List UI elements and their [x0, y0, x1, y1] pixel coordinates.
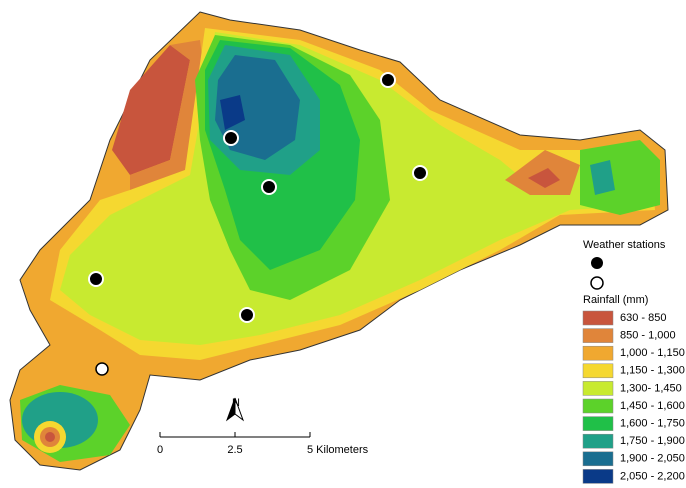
- legend-label: 1,300- 1,450: [620, 382, 682, 394]
- legend-swatch: [582, 469, 614, 484]
- legend-label: 1,000 - 1,150: [620, 347, 685, 359]
- legend-swatch: [582, 381, 614, 396]
- zone-630: [112, 45, 190, 175]
- station-open: [95, 362, 109, 376]
- legend-label: 1,600 - 1,750: [620, 418, 685, 430]
- scale-label: 2.5: [227, 444, 242, 456]
- legend-label: 1,450 - 1,600: [620, 400, 685, 412]
- zone-630-east: [528, 168, 560, 188]
- station: [223, 130, 239, 146]
- legend-swatch: [582, 451, 614, 467]
- stations: [88, 72, 428, 376]
- zone-850: [130, 40, 205, 190]
- stations-title: Weather stations: [583, 239, 666, 251]
- legend-swatch: [582, 433, 614, 449]
- scale-bar: [159, 432, 311, 438]
- zone-2050: [220, 95, 245, 130]
- legend-label: 1,900 - 2,050: [620, 453, 685, 465]
- legend-swatch: [582, 328, 614, 343]
- legend-label: 2,050 - 2,200: [620, 470, 685, 482]
- legend-label: 850 - 1,000: [620, 330, 676, 342]
- legend-station-open: [590, 276, 604, 290]
- legend-label: 630 - 850: [620, 312, 666, 324]
- north-label: N: [232, 397, 240, 409]
- legend-swatch: [582, 416, 614, 431]
- legend-swatch: [582, 345, 614, 361]
- zone-south-630: [45, 432, 55, 442]
- legend-label: 1,150 - 1,300: [620, 365, 685, 377]
- station: [239, 307, 255, 323]
- legend-swatch: [582, 310, 614, 326]
- rainfall-title: Rainfall (mm): [583, 294, 648, 306]
- north-arrow: N: [225, 397, 245, 422]
- legend-swatch: [582, 363, 614, 379]
- station: [380, 72, 396, 88]
- legend-station: [591, 257, 603, 269]
- arrow: [225, 397, 236, 422]
- scale-label: 5 Kilometers: [307, 444, 369, 456]
- legend: Weather stations Rainfall (mm) 630 - 850…: [582, 239, 685, 484]
- scale-label: 0: [157, 444, 163, 456]
- station: [412, 165, 428, 181]
- legend-label: 1,750 - 1,900: [620, 435, 685, 447]
- station: [261, 179, 277, 195]
- island: [9, 11, 669, 471]
- legend-swatch: [582, 398, 614, 414]
- zone-1450-east: [580, 140, 660, 215]
- zone-1750-east: [590, 160, 615, 195]
- station: [88, 271, 104, 287]
